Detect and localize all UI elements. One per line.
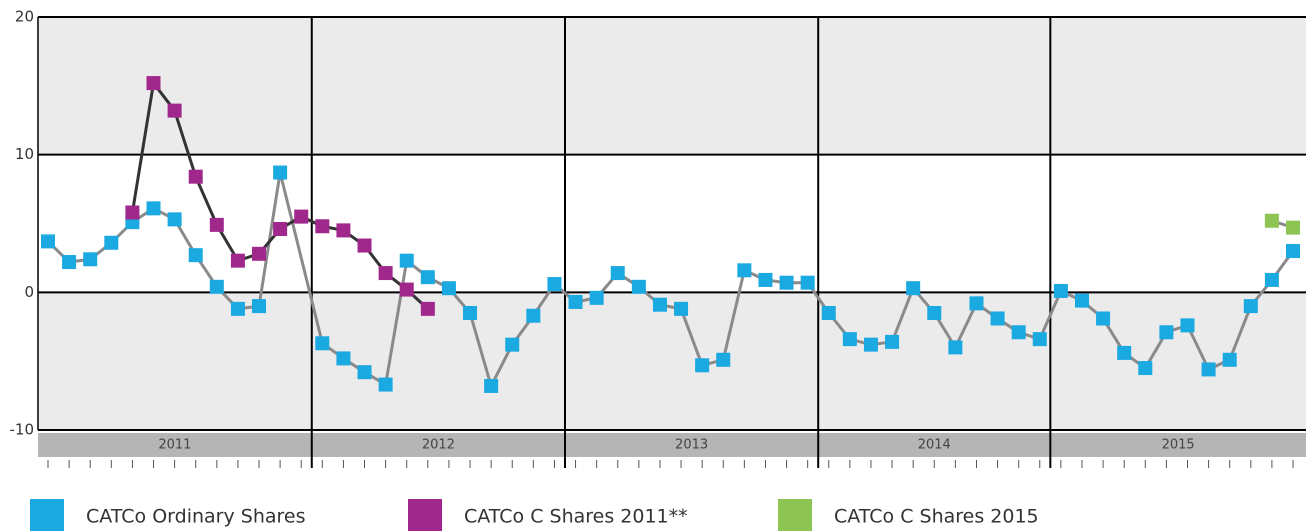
marker	[315, 336, 330, 351]
marker	[758, 272, 773, 287]
year-label: 2015	[1162, 438, 1195, 453]
marker	[1264, 213, 1279, 228]
marker	[1138, 361, 1153, 376]
marker	[1159, 325, 1174, 340]
marker	[378, 266, 393, 281]
marker	[209, 217, 224, 232]
marker	[885, 334, 900, 349]
marker	[336, 223, 351, 238]
marker	[378, 377, 393, 392]
legend-label: CATCo C Shares 2015	[834, 506, 1039, 528]
marker	[357, 238, 372, 253]
y-tick-label: 20	[15, 8, 34, 26]
marker	[526, 308, 541, 323]
marker	[252, 299, 267, 314]
y-tick-label: 0	[24, 283, 34, 301]
marker	[1286, 220, 1300, 235]
year-label: 2014	[918, 438, 951, 453]
marker	[167, 212, 182, 227]
legend-swatch	[30, 499, 64, 531]
marker	[399, 253, 414, 268]
marker	[146, 201, 161, 216]
marker	[800, 275, 815, 290]
plot-band	[38, 154, 1306, 293]
marker	[505, 337, 520, 352]
legend-label: CATCo C Shares 2011**	[464, 506, 688, 528]
marker	[906, 281, 921, 296]
marker	[1053, 283, 1068, 298]
marker	[399, 282, 414, 297]
marker	[1096, 311, 1111, 326]
marker	[631, 279, 646, 294]
marker	[652, 297, 667, 312]
marker	[252, 246, 267, 261]
marker	[420, 301, 435, 316]
y-tick-label: 10	[15, 145, 34, 163]
marker	[83, 252, 98, 267]
marker	[779, 275, 794, 290]
marker	[842, 332, 857, 347]
legend-label: CATCo Ordinary Shares	[86, 506, 306, 528]
legend-swatch	[778, 499, 812, 531]
marker	[230, 253, 245, 268]
marker	[716, 352, 731, 367]
marker	[294, 209, 309, 224]
marker	[441, 281, 456, 296]
marker	[1032, 332, 1047, 347]
marker	[821, 305, 836, 320]
marker	[463, 305, 478, 320]
marker	[273, 165, 288, 180]
marker	[927, 305, 942, 320]
marker	[62, 255, 77, 270]
marker	[1264, 272, 1279, 287]
marker	[547, 277, 562, 292]
marker	[674, 301, 689, 316]
marker	[1243, 299, 1258, 314]
marker	[209, 279, 224, 294]
marker	[589, 290, 604, 305]
marker	[948, 340, 963, 355]
marker	[315, 219, 330, 234]
marker	[41, 234, 55, 249]
marker	[336, 351, 351, 366]
y-tick-label: -10	[10, 421, 35, 439]
marker	[167, 103, 182, 118]
marker	[146, 76, 161, 91]
marker	[125, 205, 140, 220]
marker	[1201, 362, 1216, 377]
marker	[484, 378, 499, 393]
marker	[610, 266, 625, 281]
marker	[357, 365, 372, 380]
marker	[188, 248, 203, 263]
marker	[188, 169, 203, 184]
marker	[420, 270, 435, 285]
marker	[737, 263, 752, 278]
marker	[1286, 244, 1300, 259]
legend-swatch	[408, 499, 442, 531]
year-label: 2013	[675, 438, 708, 453]
marker	[1180, 318, 1195, 333]
marker	[1011, 325, 1026, 340]
marker	[863, 337, 878, 352]
marker	[695, 358, 710, 373]
marker	[969, 296, 984, 311]
marker	[1117, 345, 1132, 360]
marker	[273, 222, 288, 237]
year-label: 2011	[158, 438, 191, 453]
marker	[230, 301, 245, 316]
year-bar	[38, 433, 1306, 457]
marker	[1074, 293, 1089, 308]
marker	[568, 294, 583, 309]
marker	[1222, 352, 1237, 367]
year-label: 2012	[422, 438, 455, 453]
marker	[990, 311, 1005, 326]
marker	[104, 235, 119, 250]
